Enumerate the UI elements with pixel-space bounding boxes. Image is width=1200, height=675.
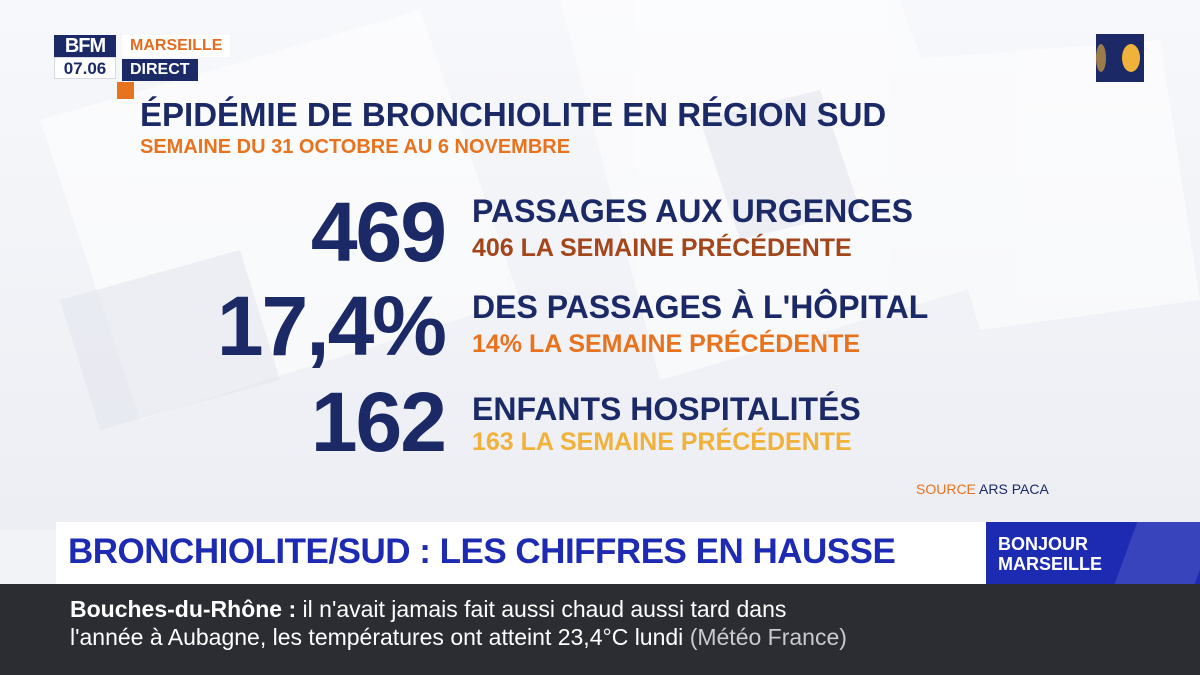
stat-label-hospital: DES PASSAGES À L'HÔPITAL [472, 289, 929, 325]
bfm-watermark-logo [0, 0, 1200, 530]
ticker-line-2: l'année à Aubagne, les températures ont … [70, 624, 847, 651]
stat-label-children: ENFANTS HOSPITALITÉS [472, 391, 861, 427]
show-logo-stripe [1114, 522, 1200, 584]
source-value: ARS PACA [979, 481, 1049, 497]
stat-value-hospital: 17,4% [216, 279, 447, 373]
stat-sub-children: 163 LA SEMAINE PRÉCÉDENTE [472, 428, 852, 456]
headline-text: BRONCHIOLITE/SUD : LES CHIFFRES EN HAUSS… [68, 532, 896, 571]
page-title: ÉPIDÉMIE DE BRONCHIOLITE EN RÉGION SUD [140, 96, 887, 133]
news-ticker: Bouches-du-Rhône : il n'avait jamais fai… [0, 584, 1200, 675]
accent-square [117, 82, 134, 99]
channel-name: MARSEILLE [122, 35, 231, 57]
stat-sub-hospital: 14% LA SEMAINE PRÉCÉDENTE [472, 330, 861, 358]
source-credit: SOURCE ARS PACA [916, 481, 1049, 497]
corner-dot-right [1122, 44, 1140, 72]
channel-corner-icon [1096, 34, 1144, 82]
clock-time: 07.06 [54, 57, 116, 79]
bfm-logo: BFM 07.06 [54, 35, 116, 81]
stat-label-emergency: PASSAGES AUX URGENCES [472, 193, 913, 229]
ticker-text-2: l'année à Aubagne, les températures ont … [70, 624, 684, 650]
show-name-line1: BONJOUR [998, 534, 1089, 554]
stat-value-children: 162 [310, 375, 447, 469]
headline-bar: BRONCHIOLITE/SUD : LES CHIFFRES EN HAUSS… [56, 522, 986, 584]
live-badge: DIRECT [122, 59, 198, 81]
logo-brand: BFM [54, 35, 116, 57]
corner-dot-left [1096, 44, 1106, 72]
stat-value-emergency: 469 [310, 185, 447, 279]
source-label: SOURCE [916, 481, 976, 497]
stat-sub-emergency: 406 LA SEMAINE PRÉCÉDENTE [472, 234, 852, 262]
show-name-line2: MARSEILLE [998, 554, 1103, 574]
page-subtitle: SEMAINE DU 31 OCTOBRE AU 6 NOVEMBRE [140, 136, 571, 158]
ticker-source: (Météo France) [689, 624, 847, 650]
background [0, 0, 1200, 530]
show-logo: BONJOUR MARSEILLE [986, 522, 1200, 584]
ticker-location: Bouches-du-Rhône : [70, 596, 297, 622]
ticker-line-1: Bouches-du-Rhône : il n'avait jamais fai… [70, 596, 786, 623]
ticker-text-1: il n'avait jamais fait aussi chaud aussi… [296, 596, 787, 622]
